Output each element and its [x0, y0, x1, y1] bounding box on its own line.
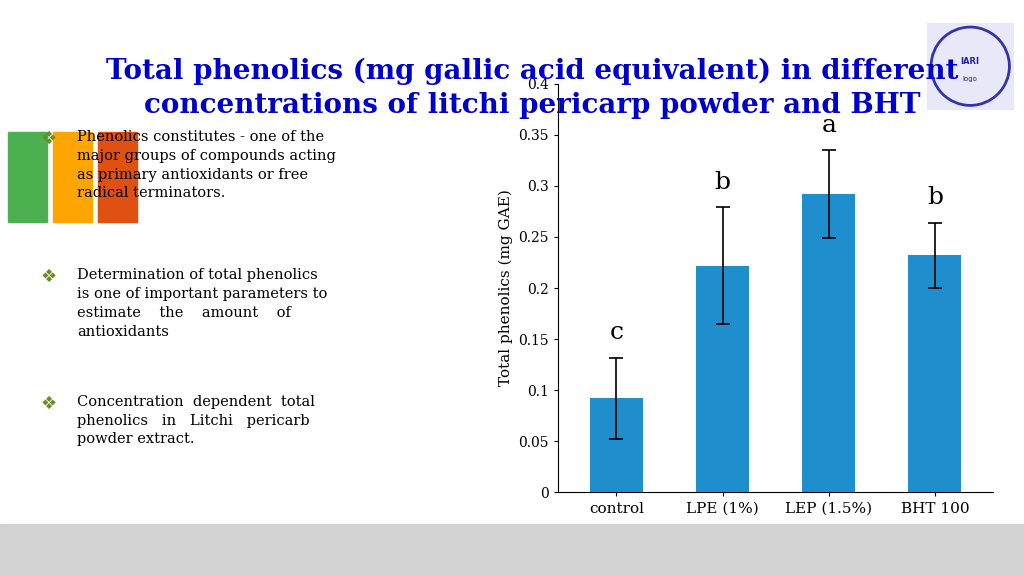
- Y-axis label: Total phenolics (mg GAE): Total phenolics (mg GAE): [499, 190, 513, 386]
- Text: Determination of total phenolics
is one of important parameters to
estimate    t: Determination of total phenolics is one …: [77, 268, 328, 339]
- Bar: [8, 132, 47, 222]
- Bar: [802, 194, 855, 492]
- Bar: [590, 399, 643, 492]
- Text: IARI: IARI: [961, 58, 980, 66]
- Bar: [908, 255, 962, 492]
- Bar: [53, 132, 92, 222]
- Bar: [696, 266, 750, 492]
- Bar: [0, 524, 1024, 576]
- Text: ❖: ❖: [41, 268, 57, 286]
- Text: Concentration  dependent  total
phenolics   in   Litchi   pericarb
powder extrac: Concentration dependent total phenolics …: [77, 395, 314, 446]
- Text: logo: logo: [963, 76, 978, 82]
- Text: ❖: ❖: [41, 130, 57, 147]
- Text: c: c: [609, 321, 624, 344]
- Text: Total phenolics (mg gallic acid equivalent) in different
concentrations of litch: Total phenolics (mg gallic acid equivale…: [106, 58, 958, 119]
- Text: Phenolics constitutes - one of the
major groups of compounds acting
as primary a: Phenolics constitutes - one of the major…: [77, 130, 336, 200]
- Text: b: b: [715, 171, 730, 194]
- Text: a: a: [821, 113, 837, 137]
- Text: b: b: [927, 186, 943, 209]
- Bar: [98, 132, 137, 222]
- Text: ❖: ❖: [41, 395, 57, 412]
